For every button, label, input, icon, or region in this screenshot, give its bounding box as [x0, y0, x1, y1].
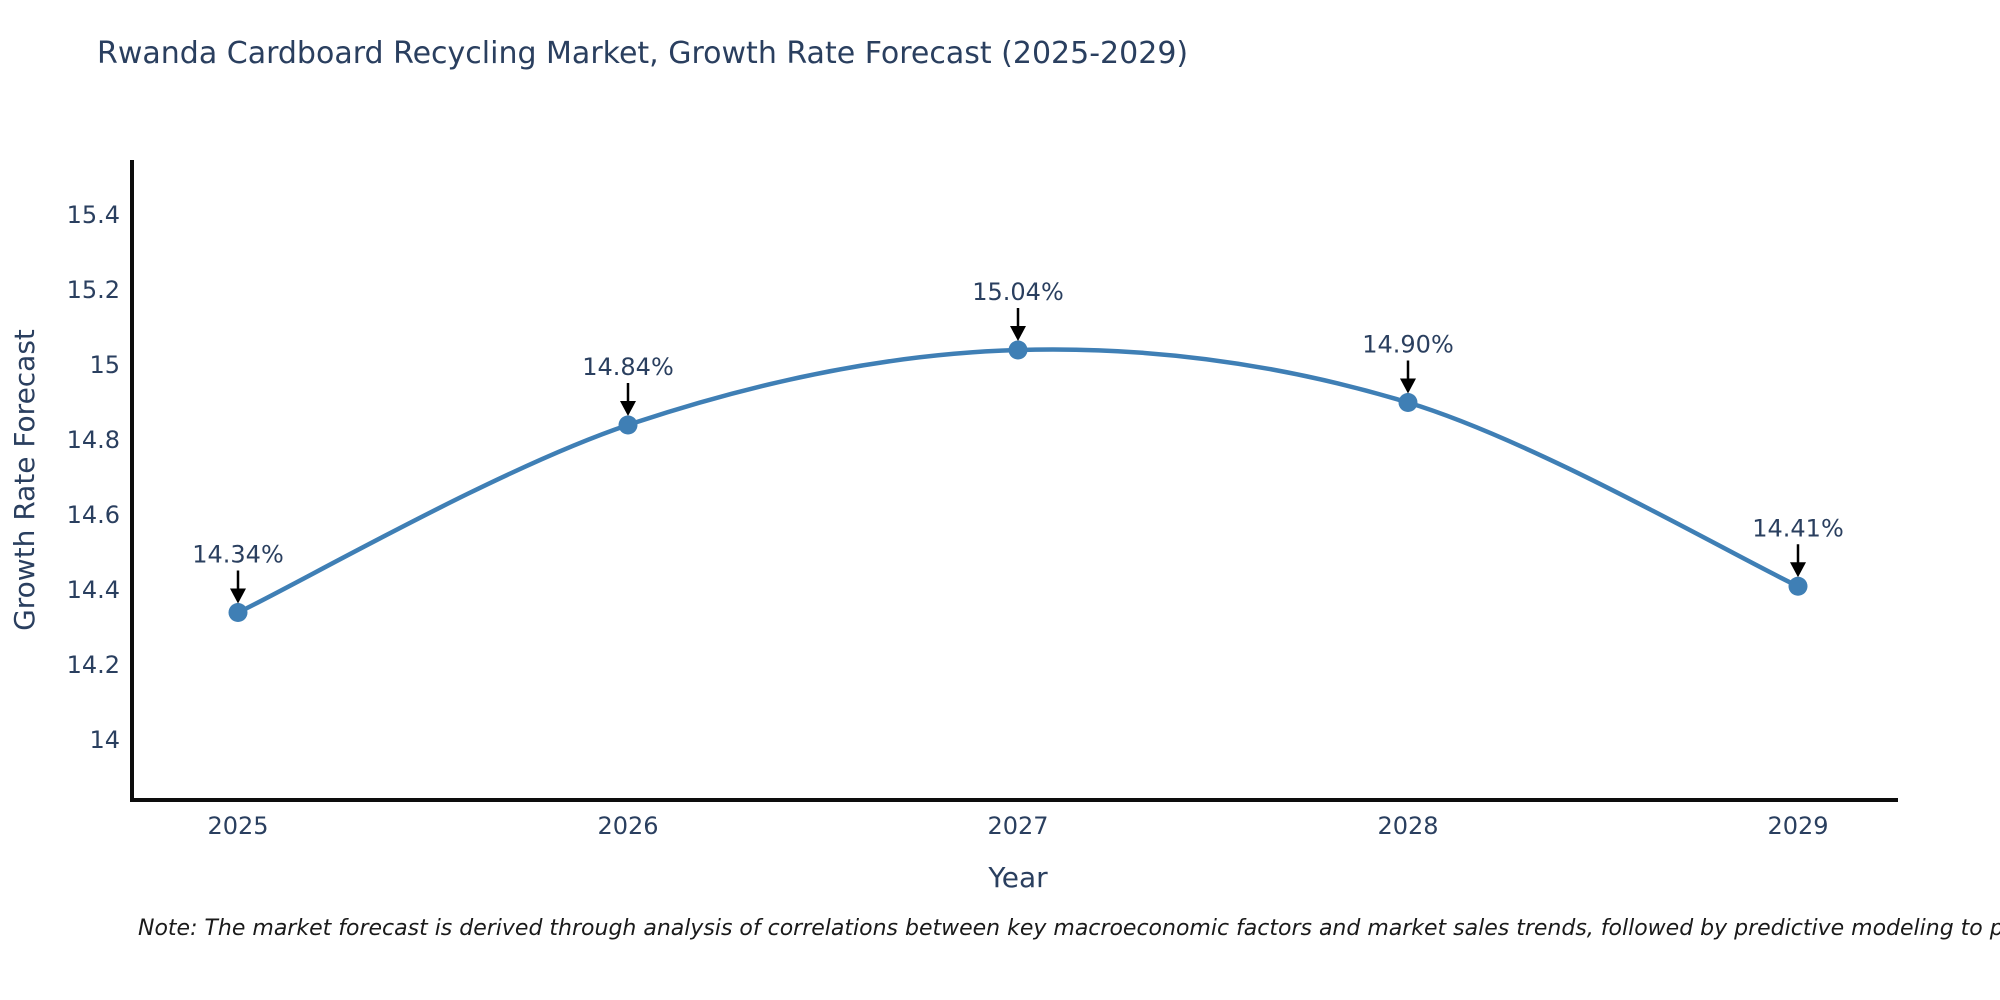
data-point-marker — [1398, 393, 1418, 412]
x-tick-label: 2027 — [987, 812, 1048, 840]
annotation-arrowhead-icon — [230, 588, 246, 604]
point-value-label: 15.04% — [972, 278, 1064, 306]
point-value-label: 14.90% — [1362, 331, 1454, 359]
y-tick-label: 14.2 — [67, 651, 120, 679]
annotation-arrowhead-icon — [620, 401, 636, 416]
point-value-label: 14.84% — [582, 353, 674, 381]
y-axis-title: Growth Rate Forecast — [8, 329, 41, 631]
x-axis-title: Year — [987, 861, 1048, 894]
y-tick-label: 15.4 — [67, 201, 120, 229]
annotation-arrowhead-icon — [1010, 326, 1026, 341]
annotation-arrowhead-icon — [1790, 562, 1806, 578]
chart-title: Rwanda Cardboard Recycling Market, Growt… — [97, 36, 1189, 71]
y-tick-label: 15 — [89, 351, 120, 379]
y-tick-label: 14.4 — [67, 576, 120, 604]
annotation-arrowhead-icon — [1400, 378, 1416, 394]
x-tick-label: 2029 — [1767, 812, 1828, 840]
y-tick-label: 14.8 — [67, 426, 120, 454]
point-value-label: 14.34% — [192, 541, 284, 569]
y-tick-label: 14.6 — [67, 501, 120, 529]
x-tick-label: 2025 — [207, 812, 268, 840]
forecast-line — [235, 347, 1801, 615]
data-point-marker — [228, 603, 248, 622]
x-tick-label: 2026 — [597, 812, 658, 840]
data-point-marker — [1788, 576, 1808, 596]
y-tick-label: 14 — [89, 726, 120, 754]
x-tick-label: 2028 — [1377, 812, 1438, 840]
footnote: Note: The market forecast is derived thr… — [138, 916, 2000, 941]
data-point-marker — [618, 415, 638, 435]
data-point-marker — [1008, 340, 1028, 360]
point-value-label: 14.41% — [1752, 514, 1844, 542]
y-tick-label: 15.2 — [67, 276, 120, 304]
